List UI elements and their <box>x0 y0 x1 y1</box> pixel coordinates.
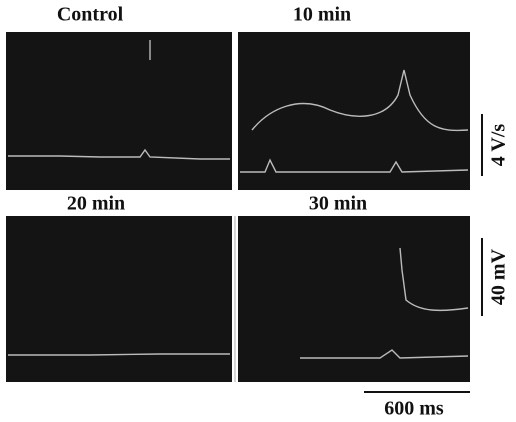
scale-label: 600 ms <box>384 398 444 420</box>
figure: Control 10 min 20 min 30 min 4 V/s 40 mV… <box>0 0 516 422</box>
panel-control <box>6 32 232 190</box>
panel-20min <box>6 216 232 382</box>
panel-label: Control <box>57 4 124 26</box>
scale-label: 40 mV <box>488 248 510 305</box>
panel-label: 20 min <box>67 193 125 215</box>
panel-label: 30 min <box>309 193 367 215</box>
scale-label: 4 V/s <box>488 124 510 167</box>
panel-label: 10 min <box>293 4 351 26</box>
